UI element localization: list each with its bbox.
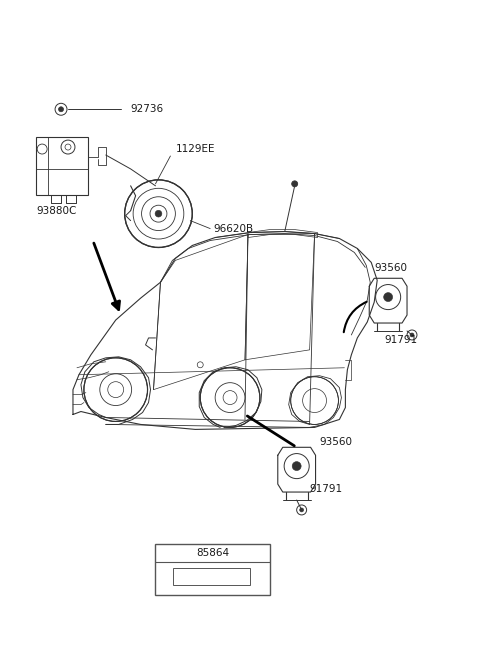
- Text: 93560: 93560: [320, 438, 352, 447]
- Circle shape: [84, 358, 147, 421]
- Circle shape: [292, 181, 298, 187]
- Text: 91791: 91791: [384, 335, 417, 345]
- Circle shape: [125, 180, 192, 248]
- Circle shape: [200, 367, 260, 428]
- Text: 92736: 92736: [131, 104, 164, 114]
- Bar: [156, 544, 270, 595]
- Text: 85864: 85864: [196, 548, 229, 557]
- Text: 1129EE: 1129EE: [175, 144, 215, 154]
- Text: 96620B: 96620B: [213, 223, 253, 234]
- Text: 93560: 93560: [374, 263, 407, 273]
- Text: 91791: 91791: [310, 484, 343, 494]
- Circle shape: [410, 333, 414, 337]
- Text: 93880C: 93880C: [36, 206, 77, 215]
- Circle shape: [300, 508, 304, 512]
- Bar: [36, 137, 88, 195]
- Circle shape: [292, 462, 301, 470]
- Circle shape: [154, 187, 157, 191]
- Circle shape: [384, 293, 393, 301]
- Circle shape: [291, 377, 338, 424]
- Bar: [173, 568, 250, 586]
- Circle shape: [59, 107, 63, 112]
- Circle shape: [155, 210, 162, 217]
